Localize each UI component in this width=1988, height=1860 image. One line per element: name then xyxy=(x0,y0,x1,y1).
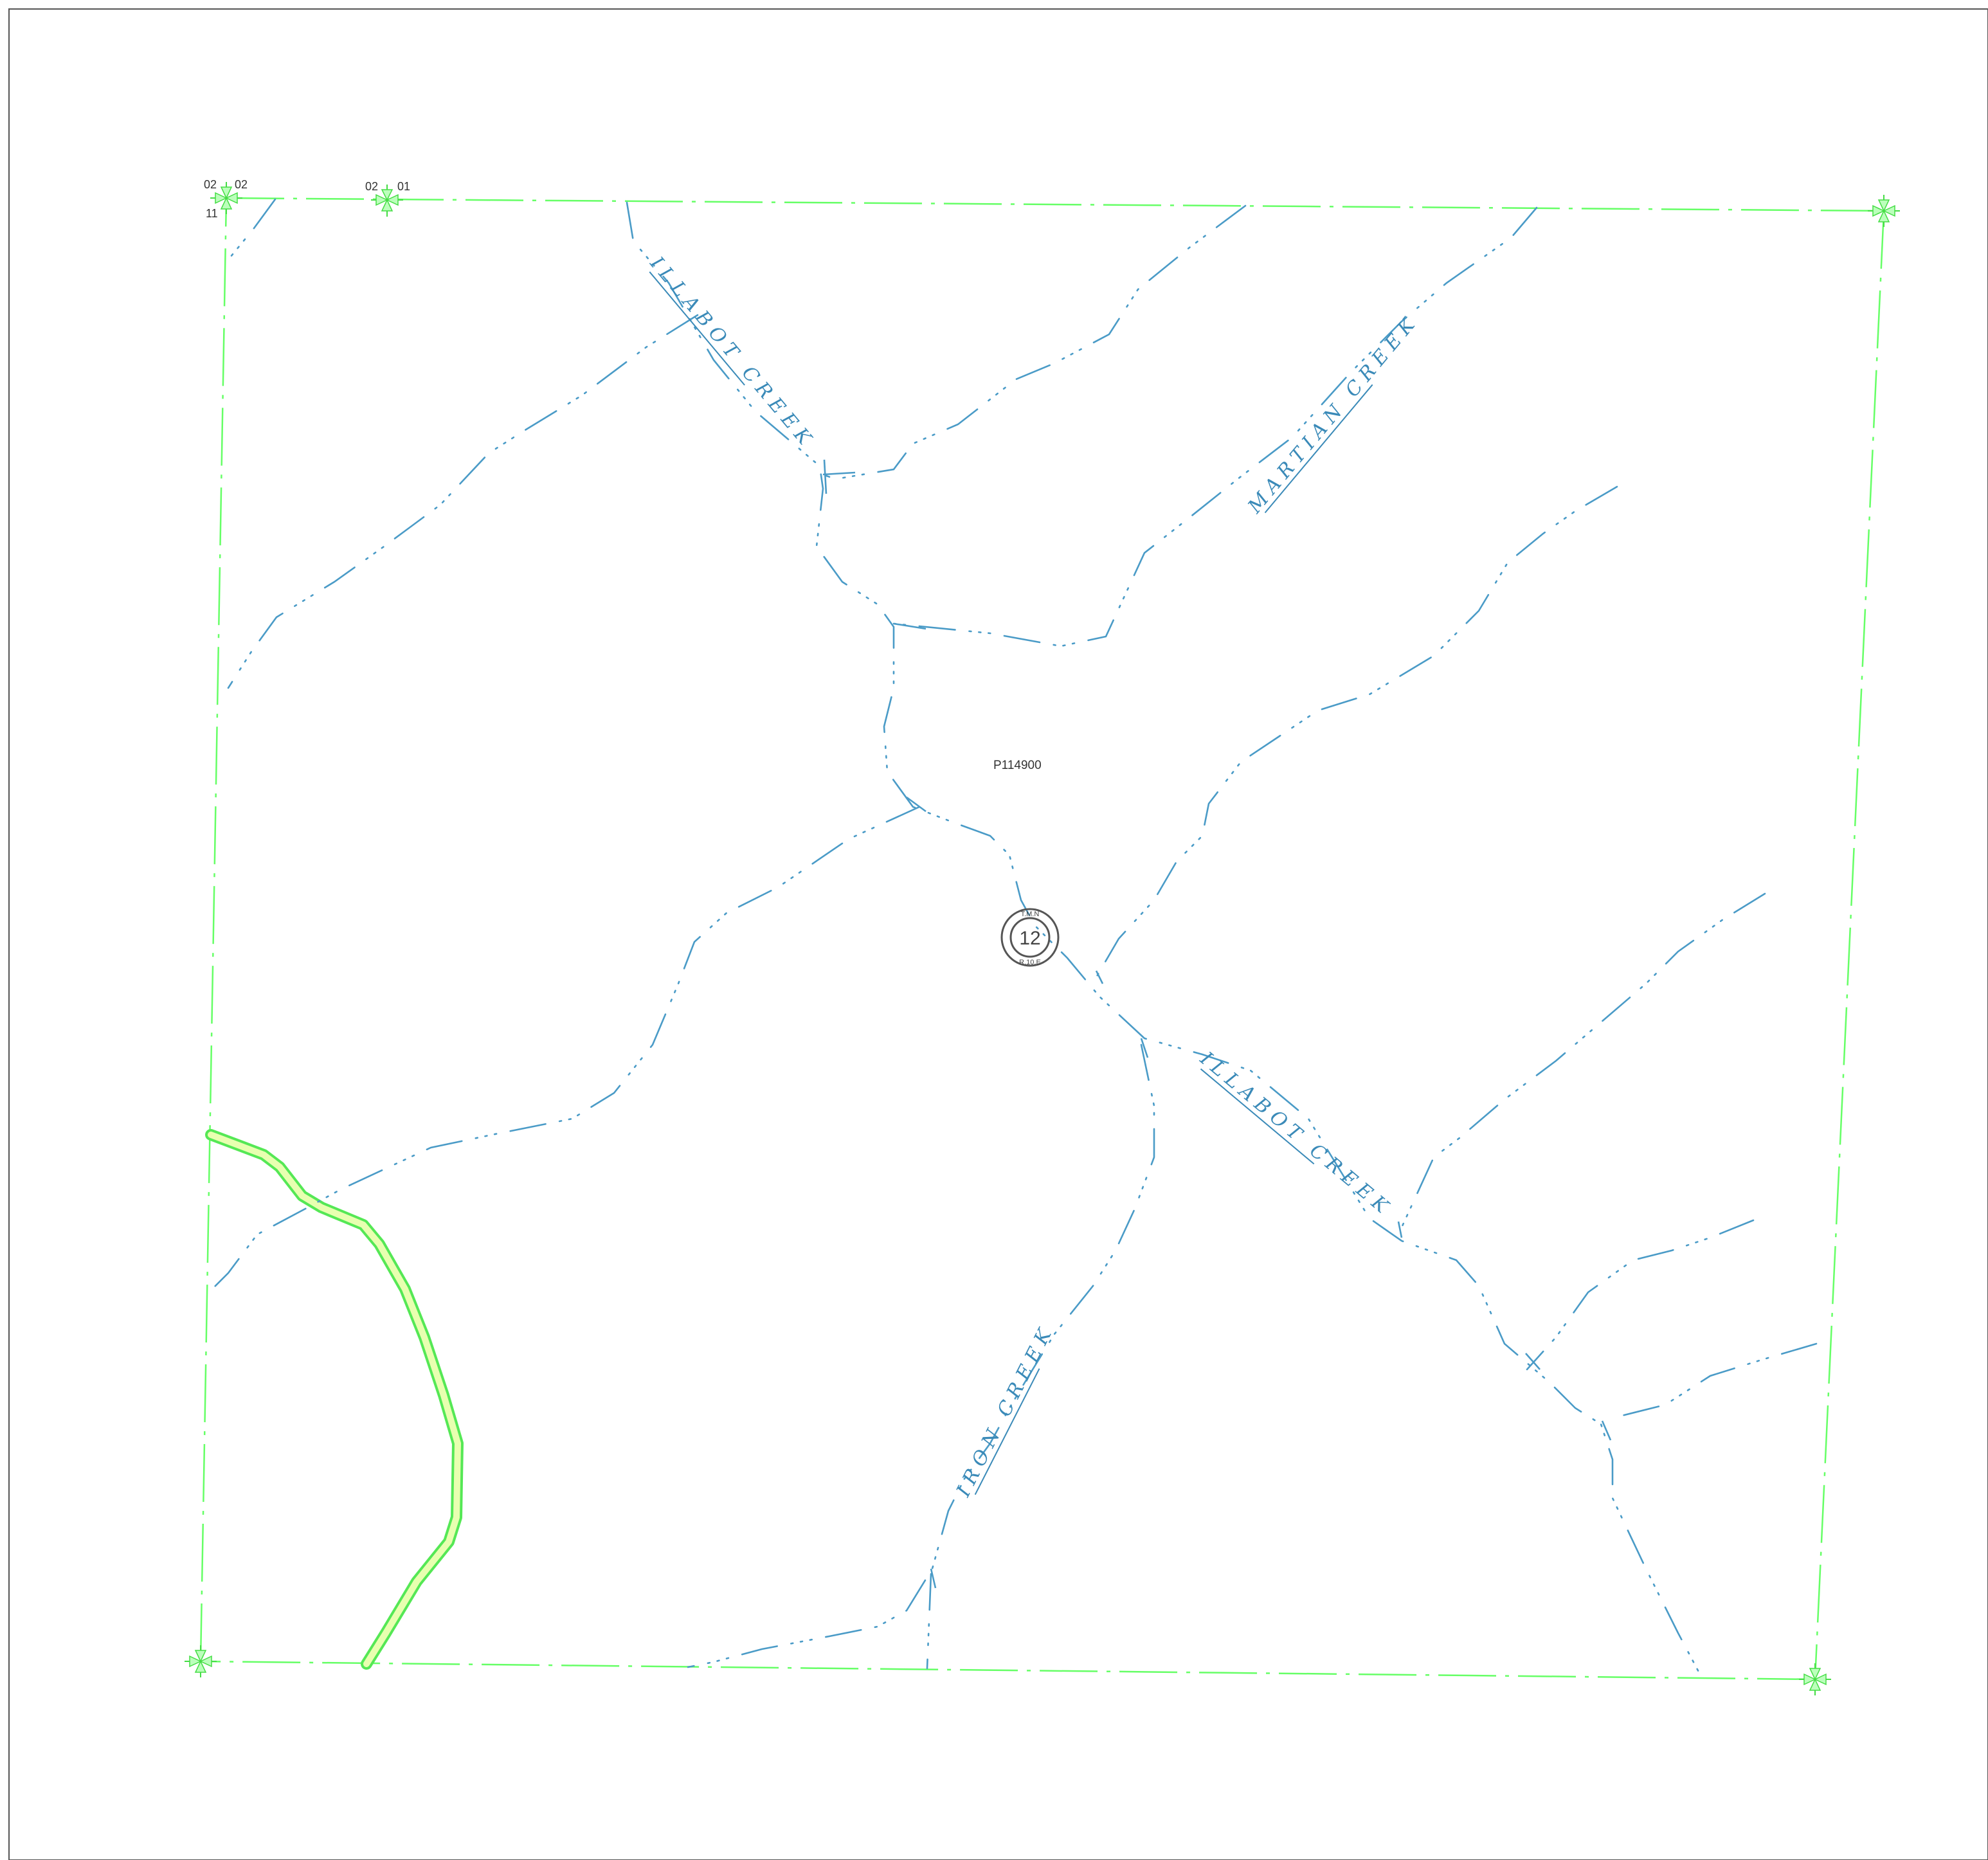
svg-text:ILLABOT CREEK: ILLABOT CREEK xyxy=(1195,1047,1396,1222)
martian-creek-channel xyxy=(892,206,1538,647)
west-boundary-line xyxy=(199,197,228,1662)
creek-label-illabot-lower[interactable]: ILLABOT CREEK xyxy=(1195,1047,1396,1222)
creek-label-martian[interactable]: MARTIAN CREEK xyxy=(1243,310,1423,518)
illabot-creek-upper xyxy=(626,201,1702,1677)
road xyxy=(205,1129,464,1670)
iron-creek-channel xyxy=(687,1043,1155,1668)
stream-network xyxy=(208,198,1818,1677)
section-range: R.10.E xyxy=(1019,959,1041,966)
stream-east-upper xyxy=(1095,485,1618,979)
section-boundary xyxy=(199,197,1885,1681)
creek-label-iron[interactable]: IRON CREEK xyxy=(952,1320,1058,1501)
svg-text:MARTIAN CREEK: MARTIAN CREEK xyxy=(1243,310,1423,518)
stream-west-lower xyxy=(208,806,921,1294)
corner-marker-sw[interactable] xyxy=(185,1645,217,1677)
parcel-id-label[interactable]: P114900 xyxy=(993,759,1042,772)
south-boundary-line xyxy=(200,1660,1816,1681)
svg-text:IRON CREEK: IRON CREEK xyxy=(952,1320,1058,1501)
svg-text:ILLABOT CREEK: ILLABOT CREEK xyxy=(645,252,819,453)
corner-marker-se[interactable] xyxy=(1799,1663,1831,1695)
stream-east-lower-a xyxy=(1526,1219,1755,1371)
stream-east-lower-b xyxy=(1613,1342,1818,1419)
stream-east-mid xyxy=(1397,892,1766,1236)
corner-marker-nw[interactable] xyxy=(210,182,242,214)
stream-nw-corner xyxy=(224,198,276,265)
north-boundary-line xyxy=(226,197,1884,212)
section-number: 12 xyxy=(1019,928,1040,949)
section-township: T.M.N xyxy=(1021,910,1040,918)
creek-label-illabot-upper[interactable]: ILLABOT CREEK xyxy=(645,252,819,453)
corner-label-nw-below: 11 xyxy=(206,207,218,220)
map-frame xyxy=(8,8,1988,1860)
east-boundary-line xyxy=(1814,210,1885,1680)
iron-creek-south-spur xyxy=(926,1573,932,1670)
stream-north-tributary xyxy=(825,204,1247,480)
corner-label-n-right: 01 xyxy=(397,180,410,193)
corner-marker-n-quarter[interactable] xyxy=(371,185,403,217)
corner-label-nw-left: 02 xyxy=(204,178,217,191)
stream-west-upper xyxy=(227,314,699,689)
corner-label-n-left: 02 xyxy=(365,180,378,193)
section-marker[interactable]: 12 T.M.N R.10.E xyxy=(1000,908,1060,967)
corner-marker-ne[interactable] xyxy=(1868,195,1900,227)
corner-label-nw-right: 02 xyxy=(235,178,248,191)
